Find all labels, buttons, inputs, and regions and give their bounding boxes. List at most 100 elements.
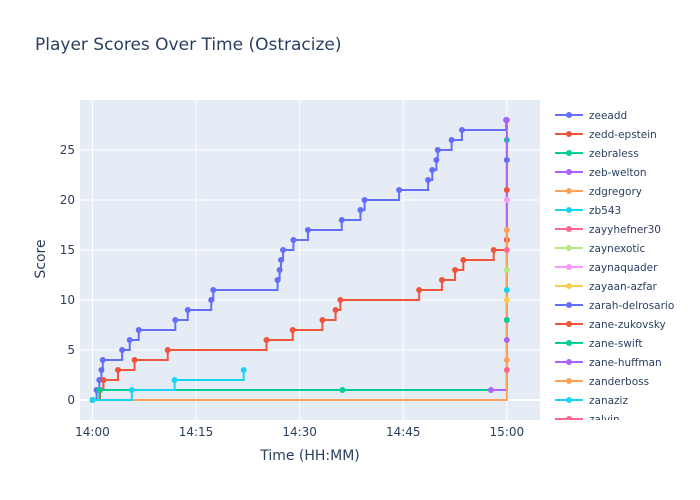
legend-swatch-marker <box>566 283 572 289</box>
legend-item-zaynexotic[interactable]: zaynexotic <box>555 243 645 255</box>
legend-item-zarah-delrosario[interactable]: zarah-delrosario <box>555 300 674 312</box>
legend-swatch-marker <box>566 321 572 327</box>
data-point <box>503 367 510 373</box>
legend-label: zanaziz <box>589 395 628 407</box>
legend-item-zaynaquader[interactable]: zaynaquader <box>555 262 658 274</box>
legend[interactable]: zeeadd zedd-epstein zebraless zeb-welton zdg… <box>555 110 674 426</box>
data-point <box>171 377 178 383</box>
legend-item-zane-swift[interactable]: zane-swift <box>555 338 642 350</box>
legend-item-zane-huffman[interactable]: zane-huffman <box>555 357 662 369</box>
series-line <box>92 370 245 401</box>
data-point <box>337 297 344 303</box>
data-point <box>240 367 247 373</box>
data-point <box>332 307 339 313</box>
series-zane-swift <box>503 317 510 323</box>
y-axis-title: Score <box>33 239 49 278</box>
data-point <box>319 317 326 323</box>
legend-item-zedd-epstein[interactable]: zedd-epstein <box>555 129 657 141</box>
data-point <box>503 317 510 323</box>
x-tick-label: 15:00 <box>490 425 525 439</box>
series-zayaan-azfar <box>503 297 510 303</box>
data-point <box>99 357 106 363</box>
data-point <box>128 387 135 393</box>
legend-item-zdgregory[interactable]: zdgregory <box>555 186 642 198</box>
legend-item-zane-zukovsky[interactable]: zane-zukovsky <box>555 319 666 331</box>
legend-item-zb543[interactable]: zb543 <box>555 205 621 217</box>
legend-label: zarah-delrosario <box>589 300 674 312</box>
series-zb543 <box>89 367 247 403</box>
data-point <box>503 197 510 203</box>
data-point <box>361 197 368 203</box>
legend-item-zebraless[interactable]: zebraless <box>555 148 639 160</box>
data-point <box>274 277 281 283</box>
legend-swatch-marker <box>566 416 572 420</box>
y-tick-label: 10 <box>60 293 75 307</box>
legend-swatch-marker <box>566 378 572 384</box>
legend-item-zanaziz[interactable]: zanaziz <box>555 395 628 407</box>
legend-item-zanderboss[interactable]: zanderboss <box>555 376 649 388</box>
legend-label: zalvin <box>589 414 620 426</box>
legend-label: zebraless <box>589 148 639 160</box>
data-point <box>396 187 403 193</box>
data-point <box>131 357 138 363</box>
legend-label: zeeadd <box>589 110 627 122</box>
y-tick-label: 25 <box>60 143 75 157</box>
data-point <box>164 347 171 353</box>
data-point <box>208 297 215 303</box>
legend-swatch-marker <box>566 188 572 194</box>
y-tick-label: 15 <box>60 243 75 257</box>
series-zanaziz <box>503 287 510 293</box>
x-tick-label: 14:30 <box>282 425 317 439</box>
axes: 14:00 14:15 14:30 14:45 15:00 0 5 10 15 20 25 <box>60 143 524 439</box>
legend-item-zayaan-azfar[interactable]: zayaan-azfar <box>555 281 658 293</box>
y-tick-label: 5 <box>67 343 75 357</box>
data-point <box>458 127 465 133</box>
data-point <box>438 277 445 283</box>
legend-items: zeeadd zedd-epstein zebraless zeb-welton zdg… <box>555 110 674 426</box>
series-zalvin <box>503 247 510 253</box>
data-point <box>289 327 296 333</box>
series-zaynaquader <box>503 197 510 203</box>
legend-label: zdgregory <box>589 186 642 198</box>
legend-label: zanderboss <box>589 376 649 388</box>
data-point <box>89 397 96 403</box>
legend-item-zalvin[interactable]: zalvin <box>555 414 620 426</box>
legend-label: zane-huffman <box>589 357 662 369</box>
legend-item-zeb-welton[interactable]: zeb-welton <box>555 167 647 179</box>
data-point <box>277 257 284 263</box>
y-tick-label: 0 <box>67 393 75 407</box>
x-axis-title: Time (HH:MM) <box>259 448 360 464</box>
data-point <box>263 337 270 343</box>
legend-label: zedd-epstein <box>589 129 657 141</box>
legend-item-zeeadd[interactable]: zeeadd <box>555 110 627 122</box>
legend-swatch-marker <box>566 359 572 365</box>
data-point <box>503 287 510 293</box>
series-layer <box>89 117 510 403</box>
data-point <box>425 177 432 183</box>
series-line <box>92 230 508 401</box>
legend-label: zb543 <box>589 205 621 217</box>
data-point <box>96 377 103 383</box>
legend-swatch-marker <box>566 207 572 213</box>
data-point <box>119 347 126 353</box>
data-point <box>503 337 510 343</box>
legend-swatch-marker <box>566 340 572 346</box>
data-point <box>276 267 283 273</box>
data-point <box>339 387 346 393</box>
legend-swatch-marker <box>566 397 572 403</box>
data-point <box>503 187 510 193</box>
legend-swatch-marker <box>566 150 572 156</box>
series-zarah-delrosario <box>503 157 510 163</box>
data-point <box>503 297 510 303</box>
series-zayyhefner30 <box>503 367 510 373</box>
legend-swatch-marker <box>566 264 572 270</box>
legend-item-zayyhefner30[interactable]: zayyhefner30 <box>555 224 661 236</box>
legend-label: zaynexotic <box>589 243 645 255</box>
data-point <box>433 157 440 163</box>
data-point <box>304 227 311 233</box>
legend-label: zane-swift <box>589 338 642 350</box>
data-point <box>357 207 364 213</box>
data-point <box>98 367 105 373</box>
series-zeeadd <box>89 117 510 403</box>
x-tick-label: 14:15 <box>179 425 214 439</box>
